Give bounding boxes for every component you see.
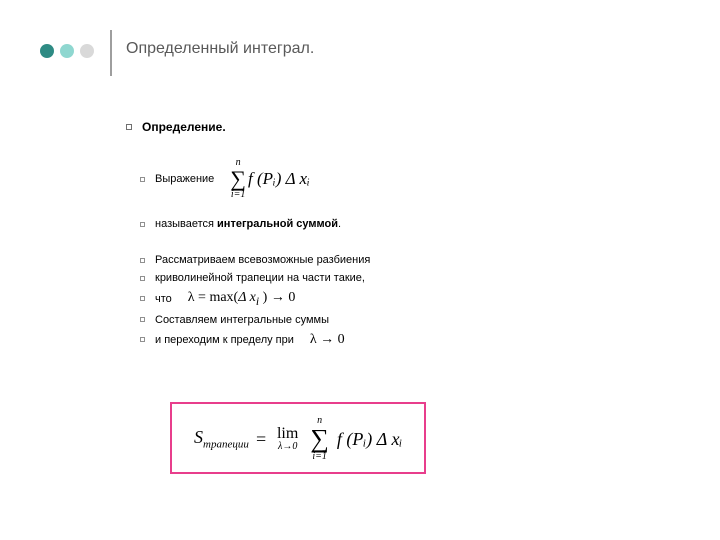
dot-icon — [60, 44, 74, 58]
bullet-icon — [140, 222, 145, 227]
definition-heading: Определение. — [142, 120, 226, 134]
slide-body: Определение. Выражение n ∑ i=1 f (Pᵢ) Δ … — [126, 120, 660, 348]
bullet-icon — [126, 124, 132, 130]
bullet-icon — [140, 296, 145, 301]
slide: Определенный интеграл. Определение. Выра… — [0, 0, 720, 540]
list-item: криволинейной трапеции на части такие, — [126, 272, 660, 284]
formula-body: f (Pᵢ) Δ xᵢ — [337, 429, 402, 450]
text-line: криволинейной трапеции на части такие, — [155, 272, 365, 284]
formula-integral-sum: n ∑ i=1 f (Pᵢ) Δ xᵢ — [230, 158, 309, 200]
list-item: называется интегральной суммой. — [126, 218, 660, 230]
formula-lhs: Sтрапеции — [194, 427, 249, 451]
formula-lambda-max: λ = max(Δ xi ) → 0 — [188, 290, 296, 308]
text-line: Рассматриваем всевозможные разбиения — [155, 254, 370, 266]
text-line: и переходим к пределу при — [155, 334, 294, 346]
list-item: что λ = max(Δ xi ) → 0 — [126, 290, 660, 308]
sigma-icon: ∑ — [230, 168, 246, 190]
text-line: Составляем интегральные суммы — [155, 314, 329, 326]
title-divider — [110, 30, 112, 76]
bullet-icon — [140, 177, 145, 182]
bullet-icon — [140, 337, 145, 342]
bullet-icon — [140, 317, 145, 322]
bullet-icon — [140, 258, 145, 263]
list-item: Составляем интегральные суммы — [126, 314, 660, 326]
boxed-formula-limit: Sтрапеции = lim λ→0 n ∑ i=1 f (Pᵢ) Δ xᵢ — [170, 402, 426, 474]
bullet-icon — [140, 276, 145, 281]
list-item: Выражение n ∑ i=1 f (Pᵢ) Δ xᵢ — [126, 158, 660, 200]
text-expression: Выражение — [155, 173, 214, 185]
list-item: Определение. — [126, 120, 660, 134]
dot-icon — [80, 44, 94, 58]
sigma-icon: n ∑ i=1 — [310, 416, 329, 462]
formula-lambda-zero: λ → 0 — [310, 332, 345, 348]
decorative-dots — [40, 44, 94, 58]
list-item: Рассматриваем всевозможные разбиения — [126, 254, 660, 266]
dot-icon — [40, 44, 54, 58]
text-called: называется интегральной суммой. — [155, 218, 341, 230]
equals-sign: = — [255, 429, 267, 450]
list-item: и переходим к пределу при λ → 0 — [126, 332, 660, 348]
text-line: что — [155, 293, 172, 305]
slide-title: Определенный интеграл. — [126, 40, 314, 58]
limit-icon: lim λ→0 — [277, 426, 298, 452]
